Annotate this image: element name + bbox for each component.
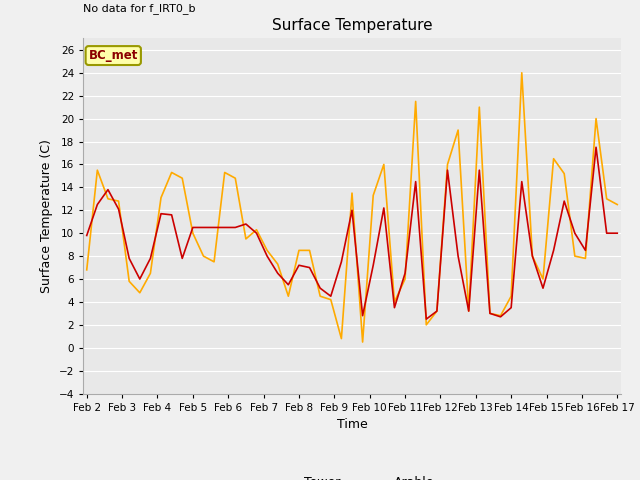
Title: Surface Temperature: Surface Temperature [272,18,432,33]
X-axis label: Time: Time [337,418,367,431]
Text: BC_met: BC_met [88,49,138,62]
Legend: Tower, Arable: Tower, Arable [264,471,440,480]
Y-axis label: Surface Temperature (C): Surface Temperature (C) [40,139,53,293]
Text: No data for f_IRT0_b: No data for f_IRT0_b [83,3,196,14]
